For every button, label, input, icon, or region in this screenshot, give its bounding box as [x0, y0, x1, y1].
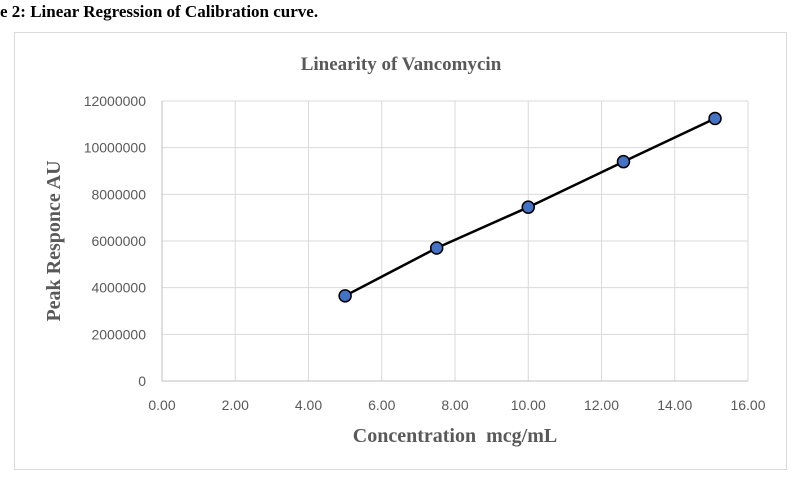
y-axis-title: Peak Responce AU [43, 160, 65, 321]
x-tick-label: 12.00 [584, 397, 619, 413]
y-tick-label: 6000000 [91, 233, 146, 249]
data-points [338, 111, 722, 303]
x-tick-label: 10.00 [511, 397, 546, 413]
data-point [708, 111, 722, 126]
tick-labels: 0 2000000 4000000 6000000 8000000 10000000 120… [84, 93, 766, 413]
y-tick-label: 2000000 [91, 326, 146, 342]
figure-caption: e 2: Linear Regression of Calibration cu… [0, 2, 319, 21]
gridlines [162, 100, 749, 381]
chart-frame [14, 32, 787, 470]
data-point [429, 241, 444, 255]
axes [161, 101, 748, 382]
y-tick-label: 12000000 [84, 93, 147, 109]
x-axis-title: Concentration mcg/mL [353, 425, 557, 447]
x-tick-label: 8.00 [441, 397, 468, 413]
y-tick-label: 8000000 [91, 186, 146, 202]
data-point [616, 154, 631, 169]
x-tick-label: 0.00 [148, 397, 175, 413]
x-tick-label: 14.00 [657, 397, 692, 413]
y-tick-label: 4000000 [91, 280, 146, 296]
x-tick-label: 16.00 [730, 397, 765, 413]
x-tick-label: 2.00 [222, 397, 249, 413]
y-tick-label: 10000000 [84, 140, 147, 156]
chart-title: Linearity of Vancomycin [301, 54, 502, 75]
data-point [521, 200, 535, 214]
data-point [338, 289, 352, 303]
x-tick-label: 4.00 [295, 397, 322, 413]
y-tick-label: 0 [138, 373, 146, 389]
x-tick-label: 6.00 [368, 397, 395, 413]
